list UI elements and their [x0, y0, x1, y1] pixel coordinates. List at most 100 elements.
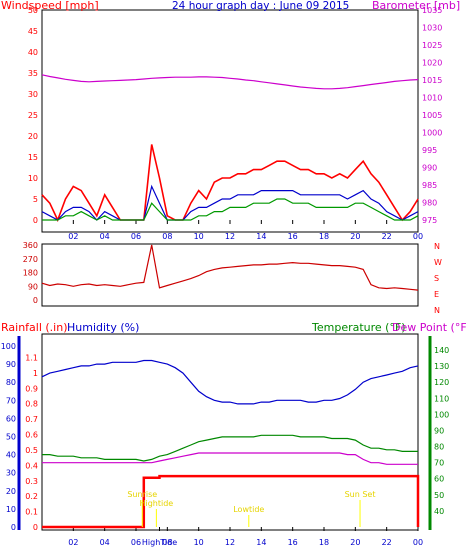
- wind-x-tick-label: 14: [256, 232, 266, 241]
- bottom-x-tick-label: 22: [382, 538, 392, 547]
- bottom-x-tick-label: 04: [100, 538, 110, 547]
- wind-x-tick-label: 00: [413, 232, 423, 241]
- compass-label: N: [434, 306, 440, 315]
- calm-wind-line: [42, 198, 419, 221]
- wind-x-tick-label: 12: [225, 232, 235, 241]
- avg-wind-line: [41, 184, 419, 221]
- rain-y-tick-label: 0.9: [25, 384, 38, 393]
- humidity-y-tick-label: 100: [1, 342, 16, 351]
- baro-y-tick-label: 985: [422, 181, 437, 190]
- wind-panel-frame: [41, 9, 419, 233]
- bottom-x-tick-label: 14: [256, 538, 266, 547]
- humidity-y-tick-label: 80: [6, 378, 16, 387]
- rain-y-tick-label: 0.7: [25, 415, 38, 424]
- baro-y-tick-label: 995: [422, 146, 437, 155]
- compass-label: S: [434, 274, 439, 283]
- rain-y-tick-label: 1.1: [25, 353, 38, 362]
- wind-y-tick-label: 0: [33, 216, 38, 225]
- temp-y-tick-label: 80: [434, 443, 444, 452]
- compass-label: W: [434, 258, 442, 267]
- temp-y-tick-label: 70: [434, 459, 444, 468]
- wind-x-tick-label: 22: [382, 232, 392, 241]
- rainfall-line: [42, 474, 420, 529]
- humidity-y-tick-label: 30: [6, 469, 16, 478]
- wind-y-tick-label: 45: [28, 27, 38, 36]
- bottom-x-tick-label: 10: [194, 538, 204, 547]
- temperature-line: [42, 434, 418, 462]
- wind-x-tick-label: 08: [162, 232, 172, 241]
- annotation-label: Lowtide: [233, 505, 264, 514]
- baro-y-tick-label: 1005: [422, 111, 442, 120]
- wind-y-tick-label: 5: [33, 195, 38, 204]
- temp-y-tick-label: 130: [434, 362, 449, 371]
- baro-y-tick-label: 1020: [422, 59, 442, 68]
- climate-panel-frame: [41, 333, 419, 531]
- rain-y-tick-label: 0.4: [25, 461, 38, 470]
- barometer-label: Barometer [mb]: [372, 0, 460, 12]
- wind-direction-line: [41, 244, 419, 291]
- bottom-x-tick-label: 12: [225, 538, 235, 547]
- wind-x-tick-label: 02: [68, 232, 78, 241]
- annotation-label: Hightide: [139, 499, 173, 508]
- baro-y-tick-label: 1030: [422, 24, 442, 33]
- baro-y-tick-label: 1015: [422, 76, 442, 85]
- rain-y-tick-label: 0.5: [25, 446, 38, 455]
- annotation-label: Sunrise: [127, 490, 157, 499]
- dewpoint-line: [42, 452, 418, 465]
- direction-panel-frame: [41, 243, 419, 307]
- baro-y-tick-label: 1025: [422, 41, 442, 50]
- rain-y-tick-label: 0.8: [25, 400, 38, 409]
- humidity-y-tick-label: 40: [6, 451, 16, 460]
- wind-x-tick-label: 04: [100, 232, 110, 241]
- wind-y-tick-label: 10: [28, 174, 38, 183]
- bottom-x-tick-label: 08: [162, 538, 172, 547]
- humidity-y-tick-label: 70: [6, 396, 16, 405]
- temp-y-tick-label: 100: [434, 410, 449, 419]
- humidity-y-tick-label: 20: [6, 487, 16, 496]
- temp-y-tick-label: 120: [434, 378, 449, 387]
- wind-x-tick-label: 20: [350, 232, 360, 241]
- humidity-line: [41, 359, 419, 405]
- baro-y-tick-label: 975: [422, 216, 437, 225]
- temperature-label: Temperature (°F): [311, 321, 406, 334]
- wind-y-tick-label: 20: [28, 132, 38, 141]
- bottom-x-tick-label: 20: [350, 538, 360, 547]
- rain-y-tick-label: 0: [33, 523, 38, 532]
- humidity-y-tick-label: 10: [6, 505, 16, 514]
- bottom-x-tick-label: HighTide: [142, 538, 177, 547]
- rain-y-tick-label: 0.2: [25, 492, 38, 501]
- temp-y-tick-label: 60: [434, 475, 444, 484]
- graph-title: 24 hour graph day : June 09 2015: [172, 0, 349, 12]
- annotation-label: Sun Set: [345, 490, 376, 499]
- baro-y-tick-label: 1000: [422, 129, 442, 138]
- wind-y-tick-label: 50: [28, 6, 38, 15]
- temp-y-tick-label: 50: [434, 491, 444, 500]
- windspeed-line: [41, 144, 419, 223]
- temp-y-tick-label: 90: [434, 426, 444, 435]
- rain-y-tick-label: 0.1: [25, 508, 38, 517]
- dir-y-tick-label: 180: [23, 269, 38, 278]
- humidity-y-tick-label: 0: [11, 523, 16, 532]
- wind-y-tick-label: 40: [28, 48, 38, 57]
- baro-y-tick-label: 990: [422, 164, 437, 173]
- baro-y-tick-label: 1035: [422, 6, 442, 15]
- wind-x-tick-label: 10: [194, 232, 204, 241]
- compass-label: E: [434, 290, 439, 299]
- dir-y-tick-label: 90: [28, 282, 38, 291]
- wind-x-tick-label: 18: [319, 232, 329, 241]
- bottom-x-tick-label: 18: [319, 538, 329, 547]
- wind-x-tick-label: 16: [288, 232, 298, 241]
- dir-y-tick-label: 270: [23, 255, 38, 264]
- wind-y-tick-label: 30: [28, 90, 38, 99]
- temp-y-tick-label: 140: [434, 346, 449, 355]
- wind-y-tick-label: 35: [28, 69, 38, 78]
- rainfall-label: Rainfall (.in): [1, 321, 68, 334]
- bottom-x-tick-label: 00: [413, 538, 423, 547]
- dewpoint-label: Dew Point (°F): [392, 321, 466, 334]
- baro-y-tick-label: 1010: [422, 94, 442, 103]
- humidity-y-tick-label: 90: [6, 360, 16, 369]
- temp-y-tick-label: 110: [434, 394, 449, 403]
- wind-x-tick-label: 06: [131, 232, 141, 241]
